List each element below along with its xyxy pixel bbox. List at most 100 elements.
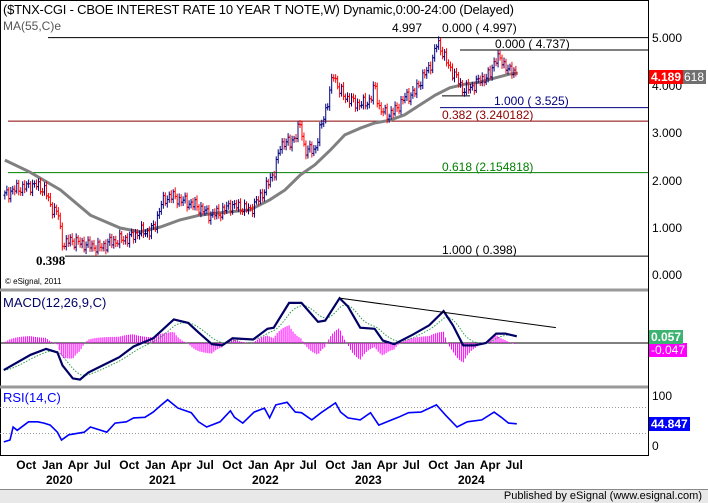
price-bar (411, 85, 415, 99)
price-bar (266, 178, 270, 190)
price-bar (181, 196, 185, 206)
year-label: 2024 (458, 473, 485, 487)
price-bar (90, 240, 94, 252)
price-bar (357, 99, 361, 111)
ma55-line (4, 71, 518, 234)
plot-border (0, 0, 649, 456)
price-bar (344, 93, 348, 104)
price-bar (340, 83, 344, 97)
copyright: © eSignal, 2011 (5, 277, 62, 286)
price-bar (189, 198, 193, 209)
price-bar (114, 235, 118, 248)
macd-panel (0, 296, 648, 381)
price-bar (330, 73, 334, 94)
price-bar (262, 189, 266, 202)
price-bar (447, 59, 451, 69)
price-bar (415, 79, 419, 99)
year-label: 2020 (46, 473, 73, 487)
price-bar (195, 195, 199, 211)
price-bar (15, 179, 19, 194)
price-bar (359, 101, 363, 109)
price-bar (367, 94, 371, 109)
price-bar (74, 233, 78, 252)
price-bar (193, 196, 197, 211)
price-bar (306, 145, 310, 159)
price-bar (427, 62, 431, 74)
price-bar (318, 122, 322, 147)
price-bar (157, 207, 161, 219)
date-tick: Apr (376, 458, 398, 472)
price-bar (128, 231, 132, 248)
price-bar (363, 92, 367, 110)
price-bar (494, 58, 498, 67)
date-tick: Oct (16, 458, 37, 472)
price-bar (179, 194, 183, 207)
price-bar (260, 188, 264, 202)
price-bar (169, 190, 173, 203)
price-bar (177, 193, 181, 207)
year-label: 2021 (149, 473, 176, 487)
price-bar (185, 192, 189, 212)
date-tick: Jan (248, 458, 269, 472)
price-bar (460, 79, 464, 96)
rsi-tick-100: 100 (652, 389, 673, 403)
histogram-value-label: -0.047 (649, 343, 688, 357)
date-tick: Jan (145, 458, 166, 472)
price-bar (258, 189, 262, 205)
price-bar (286, 133, 290, 146)
date-tick: Jan (351, 458, 372, 472)
date-tick: Oct (428, 458, 449, 472)
price-bar (66, 234, 70, 247)
price-bar (270, 172, 274, 182)
price-bar (86, 236, 90, 248)
price-bar (348, 93, 352, 108)
price-bar (56, 207, 60, 220)
price-bar (443, 49, 447, 61)
price-bars (3, 36, 518, 257)
price-bar (342, 82, 346, 101)
date-tick: Jul (196, 458, 214, 472)
price-bar (165, 195, 169, 208)
price-bar (433, 44, 437, 62)
price-bar (425, 66, 429, 79)
price-tick: 0.000 (652, 268, 683, 282)
price-bar (393, 101, 397, 117)
price-bar (94, 245, 98, 257)
year-label: 2022 (252, 473, 279, 487)
price-bar (161, 191, 165, 209)
price-bar (413, 87, 417, 98)
price-bar (276, 149, 280, 164)
price-bar (304, 140, 308, 160)
price-bar (9, 187, 13, 203)
price-bar (292, 135, 296, 143)
price-bar (508, 63, 512, 72)
price-bar (365, 101, 369, 110)
price-bar (173, 187, 177, 200)
price-bar (346, 92, 350, 103)
fib-618-label: 0.618 (2.154818) (442, 160, 534, 174)
price-bar (118, 229, 122, 249)
date-tick: Jan (454, 458, 475, 472)
chart-title: ($TNX-CGI - CBOE INTEREST RATE 10 YEAR T… (3, 2, 514, 17)
price-bar (351, 93, 355, 103)
price-bar (108, 233, 112, 247)
price-bar (104, 239, 108, 255)
price-bar (397, 103, 401, 115)
price-bar (373, 81, 377, 90)
price-bar (454, 67, 458, 78)
price-bar (500, 54, 504, 69)
rsi-title: RSI(14,C) (3, 390, 61, 405)
macd-value-label: 0.057 (649, 330, 684, 344)
price-bar (391, 107, 395, 119)
price-bar (23, 180, 27, 194)
price-bar (409, 92, 413, 106)
price-bar (100, 243, 104, 252)
price-bar (280, 138, 284, 154)
price-bar (480, 72, 484, 87)
price-bar (76, 235, 80, 245)
price-bar (183, 192, 187, 204)
price-bar (42, 182, 46, 196)
price-bar (514, 65, 518, 77)
price-bar (314, 145, 318, 154)
fib-low-label: 1.000 ( 0.398) (442, 243, 517, 257)
